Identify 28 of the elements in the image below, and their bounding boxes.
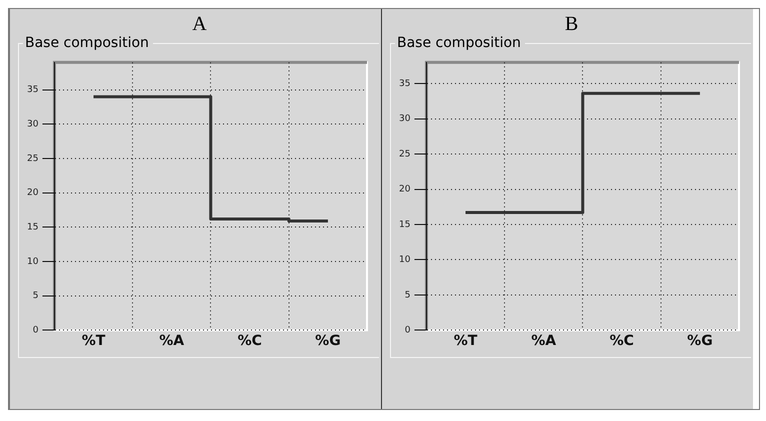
x-tick-label: %C <box>610 333 634 350</box>
y-tick-label: 25 <box>399 149 410 160</box>
y-tick-label: 15 <box>399 220 410 230</box>
x-tick-label: %G <box>315 333 341 350</box>
y-tick-label: 35 <box>399 78 410 89</box>
y-tick-label: 30 <box>399 114 411 124</box>
y-tick-label: 10 <box>399 255 411 266</box>
y-tick-label: 20 <box>27 188 39 198</box>
chart-subtitle: Base composition <box>24 35 150 51</box>
x-tick-label: %C <box>238 333 262 350</box>
x-tick-label: %T <box>82 333 106 350</box>
chart-subtitle: Base composition <box>396 35 522 51</box>
y-tick-label: 10 <box>27 256 39 267</box>
y-tick-label: 0 <box>404 326 411 336</box>
x-tick-label: %T <box>454 333 478 350</box>
x-tick-label: %A <box>531 333 556 350</box>
y-tick-label: 0 <box>32 326 39 336</box>
chart-title: A <box>191 13 208 35</box>
y-tick-label: 30 <box>27 120 39 130</box>
x-tick-label: %A <box>159 333 184 350</box>
chart-title: B <box>564 13 580 35</box>
y-tick-label: 25 <box>27 154 38 164</box>
y-tick-label: 5 <box>32 291 38 302</box>
y-tick-label: 15 <box>27 222 38 233</box>
x-tick-label: %G <box>687 333 713 350</box>
y-tick-label: 5 <box>404 290 410 300</box>
y-tick-label: 35 <box>27 85 38 96</box>
y-tick-label: 20 <box>399 184 411 195</box>
